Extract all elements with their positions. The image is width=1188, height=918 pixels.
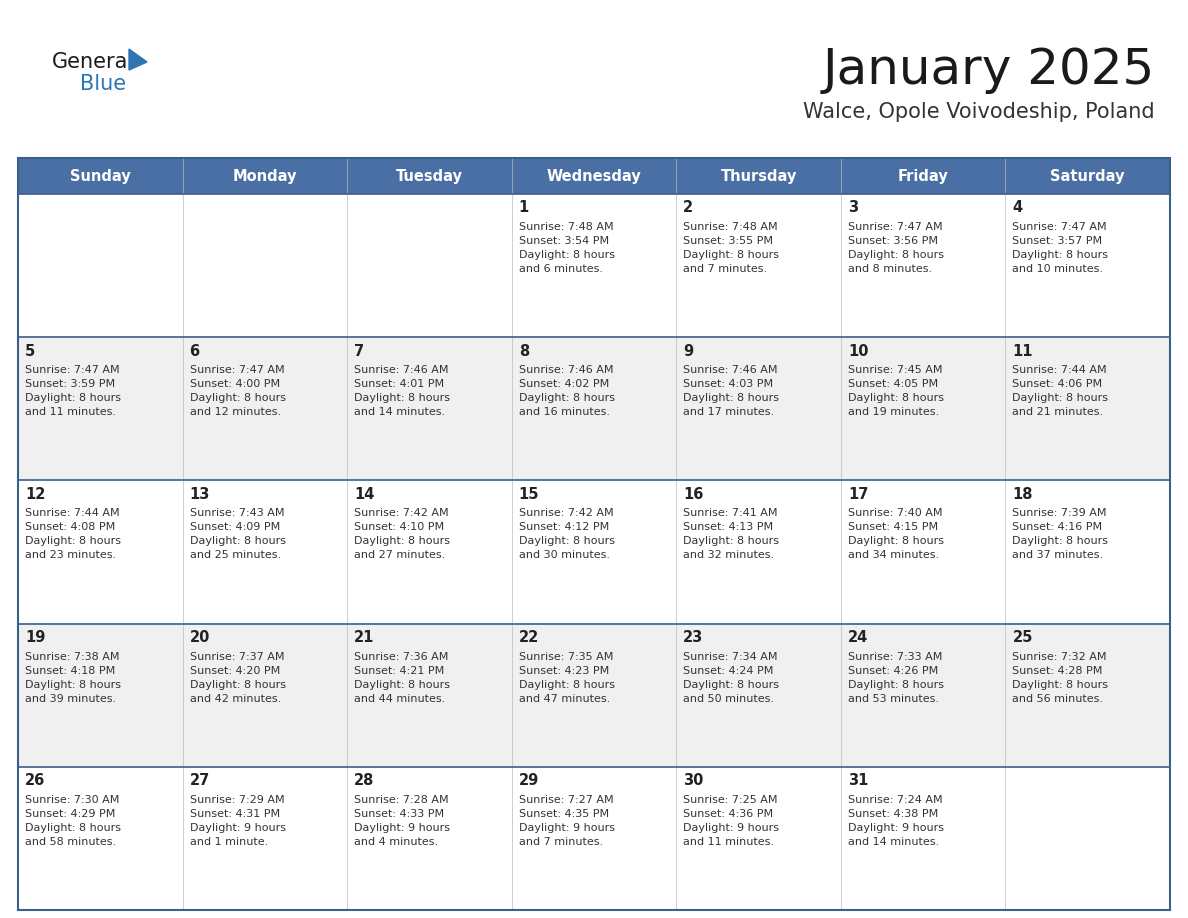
Text: Sunrise: 7:37 AM
Sunset: 4:20 PM
Daylight: 8 hours
and 42 minutes.: Sunrise: 7:37 AM Sunset: 4:20 PM Dayligh…: [190, 652, 285, 703]
Text: 8: 8: [519, 343, 529, 359]
Text: 16: 16: [683, 487, 703, 502]
Text: Sunrise: 7:36 AM
Sunset: 4:21 PM
Daylight: 8 hours
and 44 minutes.: Sunrise: 7:36 AM Sunset: 4:21 PM Dayligh…: [354, 652, 450, 703]
Text: Friday: Friday: [898, 169, 948, 184]
Text: Sunrise: 7:44 AM
Sunset: 4:06 PM
Daylight: 8 hours
and 21 minutes.: Sunrise: 7:44 AM Sunset: 4:06 PM Dayligh…: [1012, 365, 1108, 417]
Text: General: General: [52, 52, 134, 72]
Text: Sunrise: 7:46 AM
Sunset: 4:01 PM
Daylight: 8 hours
and 14 minutes.: Sunrise: 7:46 AM Sunset: 4:01 PM Dayligh…: [354, 365, 450, 417]
Text: Sunrise: 7:47 AM
Sunset: 4:00 PM
Daylight: 8 hours
and 12 minutes.: Sunrise: 7:47 AM Sunset: 4:00 PM Dayligh…: [190, 365, 285, 417]
Text: Saturday: Saturday: [1050, 169, 1125, 184]
Text: 14: 14: [354, 487, 374, 502]
Text: 2: 2: [683, 200, 694, 216]
Text: Sunrise: 7:43 AM
Sunset: 4:09 PM
Daylight: 8 hours
and 25 minutes.: Sunrise: 7:43 AM Sunset: 4:09 PM Dayligh…: [190, 509, 285, 560]
Text: Blue: Blue: [80, 74, 126, 94]
Text: Sunrise: 7:27 AM
Sunset: 4:35 PM
Daylight: 9 hours
and 7 minutes.: Sunrise: 7:27 AM Sunset: 4:35 PM Dayligh…: [519, 795, 614, 846]
Text: 24: 24: [848, 630, 868, 645]
Text: 19: 19: [25, 630, 45, 645]
Polygon shape: [129, 49, 147, 70]
Text: 17: 17: [848, 487, 868, 502]
Text: Sunrise: 7:38 AM
Sunset: 4:18 PM
Daylight: 8 hours
and 39 minutes.: Sunrise: 7:38 AM Sunset: 4:18 PM Dayligh…: [25, 652, 121, 703]
Text: Walce, Opole Voivodeship, Poland: Walce, Opole Voivodeship, Poland: [803, 102, 1155, 122]
Text: Thursday: Thursday: [720, 169, 797, 184]
Text: Sunrise: 7:29 AM
Sunset: 4:31 PM
Daylight: 9 hours
and 1 minute.: Sunrise: 7:29 AM Sunset: 4:31 PM Dayligh…: [190, 795, 285, 846]
Text: Sunrise: 7:41 AM
Sunset: 4:13 PM
Daylight: 8 hours
and 32 minutes.: Sunrise: 7:41 AM Sunset: 4:13 PM Dayligh…: [683, 509, 779, 560]
Text: 11: 11: [1012, 343, 1032, 359]
Text: Sunrise: 7:30 AM
Sunset: 4:29 PM
Daylight: 8 hours
and 58 minutes.: Sunrise: 7:30 AM Sunset: 4:29 PM Dayligh…: [25, 795, 121, 846]
Text: Sunrise: 7:34 AM
Sunset: 4:24 PM
Daylight: 8 hours
and 50 minutes.: Sunrise: 7:34 AM Sunset: 4:24 PM Dayligh…: [683, 652, 779, 703]
Text: 23: 23: [683, 630, 703, 645]
Text: Sunrise: 7:24 AM
Sunset: 4:38 PM
Daylight: 9 hours
and 14 minutes.: Sunrise: 7:24 AM Sunset: 4:38 PM Dayligh…: [848, 795, 943, 846]
Text: 31: 31: [848, 773, 868, 789]
Text: Sunrise: 7:47 AM
Sunset: 3:59 PM
Daylight: 8 hours
and 11 minutes.: Sunrise: 7:47 AM Sunset: 3:59 PM Dayligh…: [25, 365, 121, 417]
Text: Wednesday: Wednesday: [546, 169, 642, 184]
Bar: [18, 158, 1170, 910]
Text: Monday: Monday: [233, 169, 297, 184]
Text: 20: 20: [190, 630, 210, 645]
Text: Sunrise: 7:32 AM
Sunset: 4:28 PM
Daylight: 8 hours
and 56 minutes.: Sunrise: 7:32 AM Sunset: 4:28 PM Dayligh…: [1012, 652, 1108, 703]
Text: 6: 6: [190, 343, 200, 359]
Text: 18: 18: [1012, 487, 1032, 502]
Text: 12: 12: [25, 487, 45, 502]
Text: Sunrise: 7:47 AM
Sunset: 3:57 PM
Daylight: 8 hours
and 10 minutes.: Sunrise: 7:47 AM Sunset: 3:57 PM Dayligh…: [1012, 222, 1108, 274]
Text: 26: 26: [25, 773, 45, 789]
Bar: [18, 480, 1170, 623]
Text: 1: 1: [519, 200, 529, 216]
Text: 9: 9: [683, 343, 694, 359]
Text: Sunday: Sunday: [70, 169, 131, 184]
Text: Sunrise: 7:42 AM
Sunset: 4:10 PM
Daylight: 8 hours
and 27 minutes.: Sunrise: 7:42 AM Sunset: 4:10 PM Dayligh…: [354, 509, 450, 560]
Text: 4: 4: [1012, 200, 1023, 216]
Text: 7: 7: [354, 343, 365, 359]
Text: Sunrise: 7:35 AM
Sunset: 4:23 PM
Daylight: 8 hours
and 47 minutes.: Sunrise: 7:35 AM Sunset: 4:23 PM Dayligh…: [519, 652, 614, 703]
Text: 5: 5: [25, 343, 36, 359]
Text: January 2025: January 2025: [823, 46, 1155, 94]
Text: Sunrise: 7:28 AM
Sunset: 4:33 PM
Daylight: 9 hours
and 4 minutes.: Sunrise: 7:28 AM Sunset: 4:33 PM Dayligh…: [354, 795, 450, 846]
Text: 21: 21: [354, 630, 374, 645]
Text: Tuesday: Tuesday: [396, 169, 463, 184]
Text: Sunrise: 7:44 AM
Sunset: 4:08 PM
Daylight: 8 hours
and 23 minutes.: Sunrise: 7:44 AM Sunset: 4:08 PM Dayligh…: [25, 509, 121, 560]
Text: Sunrise: 7:33 AM
Sunset: 4:26 PM
Daylight: 8 hours
and 53 minutes.: Sunrise: 7:33 AM Sunset: 4:26 PM Dayligh…: [848, 652, 943, 703]
Bar: [18, 194, 1170, 337]
Text: Sunrise: 7:40 AM
Sunset: 4:15 PM
Daylight: 8 hours
and 34 minutes.: Sunrise: 7:40 AM Sunset: 4:15 PM Dayligh…: [848, 509, 943, 560]
Text: Sunrise: 7:25 AM
Sunset: 4:36 PM
Daylight: 9 hours
and 11 minutes.: Sunrise: 7:25 AM Sunset: 4:36 PM Dayligh…: [683, 795, 779, 846]
Text: 27: 27: [190, 773, 210, 789]
Bar: [18, 767, 1170, 910]
Text: 25: 25: [1012, 630, 1032, 645]
Text: 29: 29: [519, 773, 539, 789]
Text: 22: 22: [519, 630, 539, 645]
Text: 10: 10: [848, 343, 868, 359]
Text: Sunrise: 7:45 AM
Sunset: 4:05 PM
Daylight: 8 hours
and 19 minutes.: Sunrise: 7:45 AM Sunset: 4:05 PM Dayligh…: [848, 365, 943, 417]
Bar: [18, 158, 1170, 194]
Text: Sunrise: 7:42 AM
Sunset: 4:12 PM
Daylight: 8 hours
and 30 minutes.: Sunrise: 7:42 AM Sunset: 4:12 PM Dayligh…: [519, 509, 614, 560]
Text: Sunrise: 7:46 AM
Sunset: 4:03 PM
Daylight: 8 hours
and 17 minutes.: Sunrise: 7:46 AM Sunset: 4:03 PM Dayligh…: [683, 365, 779, 417]
Text: 28: 28: [354, 773, 374, 789]
Text: Sunrise: 7:47 AM
Sunset: 3:56 PM
Daylight: 8 hours
and 8 minutes.: Sunrise: 7:47 AM Sunset: 3:56 PM Dayligh…: [848, 222, 943, 274]
Text: 3: 3: [848, 200, 858, 216]
Text: 30: 30: [683, 773, 703, 789]
Text: Sunrise: 7:48 AM
Sunset: 3:54 PM
Daylight: 8 hours
and 6 minutes.: Sunrise: 7:48 AM Sunset: 3:54 PM Dayligh…: [519, 222, 614, 274]
Text: Sunrise: 7:39 AM
Sunset: 4:16 PM
Daylight: 8 hours
and 37 minutes.: Sunrise: 7:39 AM Sunset: 4:16 PM Dayligh…: [1012, 509, 1108, 560]
Text: 15: 15: [519, 487, 539, 502]
Text: Sunrise: 7:46 AM
Sunset: 4:02 PM
Daylight: 8 hours
and 16 minutes.: Sunrise: 7:46 AM Sunset: 4:02 PM Dayligh…: [519, 365, 614, 417]
Text: Sunrise: 7:48 AM
Sunset: 3:55 PM
Daylight: 8 hours
and 7 minutes.: Sunrise: 7:48 AM Sunset: 3:55 PM Dayligh…: [683, 222, 779, 274]
Text: 13: 13: [190, 487, 210, 502]
Bar: [18, 337, 1170, 480]
Bar: [18, 623, 1170, 767]
